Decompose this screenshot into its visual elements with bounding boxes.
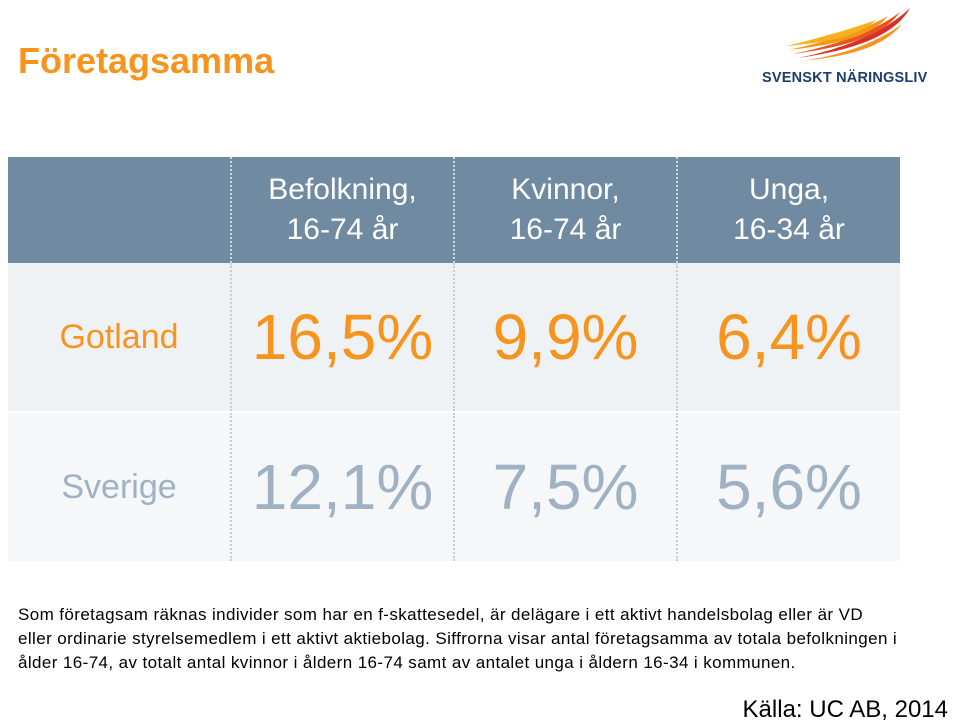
table-row-sverige: Sverige 12,1% 7,5% 5,6% [8,412,900,561]
source-citation: Källa: UC AB, 2014 [742,696,948,723]
column-header-line2: 16-74 år [286,213,399,246]
column-header-line2: 16-74 år [509,213,622,246]
column-header-line2: 16-34 år [733,213,845,246]
statistics-table: Befolkning, 16-74 år Kvinnor, 16-74 år U… [8,157,900,561]
gotland-kvinnor-value: 9,9% [453,263,677,412]
sverige-befolkning-value: 12,1% [230,412,454,561]
header-corner [8,157,231,263]
column-header-befolkning: Befolkning, 16-74 år [230,157,454,263]
column-header-kvinnor: Kvinnor, 16-74 år [453,157,677,263]
row-label-gotland: Gotland [59,317,179,356]
svenskt-naringsliv-logo: SVENSKT NÄRINGSLIV [762,4,942,86]
sverige-unga-value: 5,6% [676,412,900,561]
wing-icon [786,8,910,61]
column-header-unga: Unga, 16-34 år [676,157,900,263]
table-row-gotland: Gotland 16,5% 9,9% 6,4% [8,263,900,412]
gotland-befolkning-value: 16,5% [230,263,454,412]
footnote-text: Som företagsam räknas individer som har … [18,605,898,672]
column-header-line1: Unga, [748,173,830,206]
table-header-row: Befolkning, 16-74 år Kvinnor, 16-74 år U… [8,157,900,263]
row-label-sverige: Sverige [61,467,177,506]
column-header-line1: Kvinnor, [511,173,620,206]
column-header-line1: Befolkning, [268,173,417,206]
page-title: Företagsamma [18,40,275,81]
logo-text: SVENSKT NÄRINGSLIV [762,70,928,86]
gotland-unga-value: 6,4% [676,263,900,412]
sverige-kvinnor-value: 7,5% [453,412,677,561]
